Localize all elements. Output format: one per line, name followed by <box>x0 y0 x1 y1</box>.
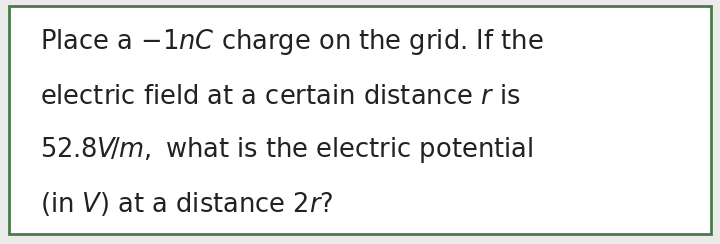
FancyBboxPatch shape <box>9 6 711 234</box>
Text: electric field at a certain distance $r$ is: electric field at a certain distance $r$… <box>40 84 520 110</box>
Text: $52.8V\!/m,$ what is the electric potential: $52.8V\!/m,$ what is the electric potent… <box>40 135 533 165</box>
Text: Place a $-1nC$ charge on the grid. If the: Place a $-1nC$ charge on the grid. If th… <box>40 27 543 57</box>
Text: (in $V$) at a distance $2r$?: (in $V$) at a distance $2r$? <box>40 190 333 218</box>
